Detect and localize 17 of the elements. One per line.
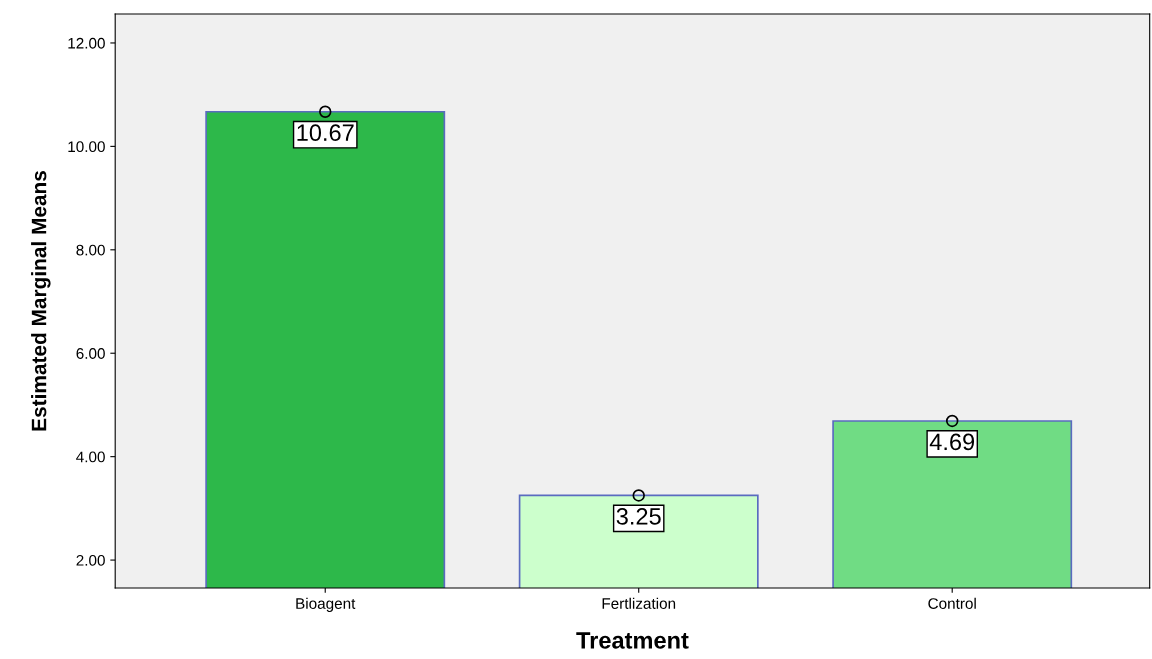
x-tick-label: Control — [928, 597, 976, 609]
y-axis-title: Estimated Marginal Means — [31, 171, 51, 431]
point — [945, 414, 959, 428]
y-tick-label: 12.00 — [68, 37, 105, 49]
x-tick-label: Bioagent — [296, 597, 356, 612]
x-tick-label: Fertlization — [602, 597, 676, 609]
y-tick-label: 2.00 — [76, 554, 105, 566]
y-tick-label: 6.00 — [76, 348, 105, 359]
y-tick-label: 8.00 — [76, 244, 105, 256]
data-label: 10.67 — [297, 124, 354, 142]
data-label: 4.69 — [929, 433, 975, 451]
data-label: 3.25 — [616, 508, 661, 525]
y-tick-label: 10.00 — [68, 141, 105, 153]
point — [632, 489, 645, 502]
x-axis-title: Treatment — [576, 632, 689, 649]
y-tick-label: 4.00 — [76, 451, 105, 463]
point — [319, 105, 332, 118]
